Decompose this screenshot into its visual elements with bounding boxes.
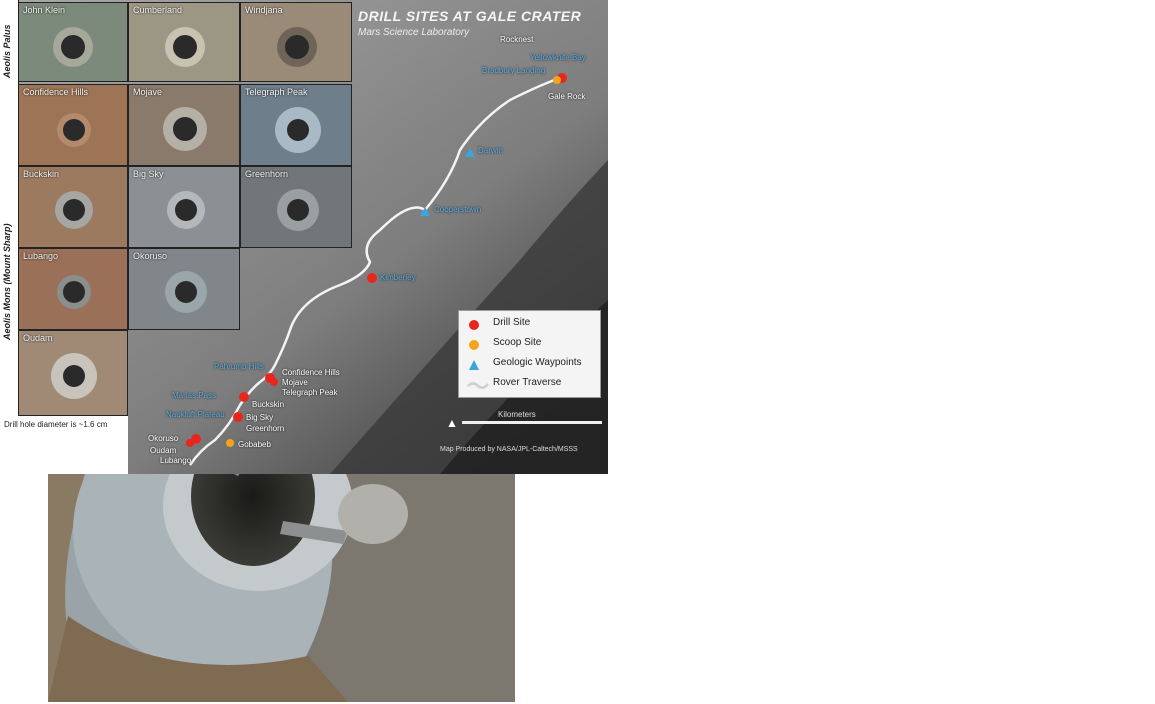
site-label: Okoruso (148, 434, 179, 443)
map-legend: Drill Site Scoop Site Geologic Waypoints… (458, 310, 601, 398)
red-dot-icon (469, 320, 479, 330)
thumbnail-label: Mojave (133, 87, 163, 97)
waypoint-label: Kimberley (380, 273, 416, 282)
gale-crater-map: John Klein Cumberland Windjana Confidenc… (0, 0, 608, 474)
site-label: Mojave (282, 378, 308, 387)
site-label: Big Sky (246, 413, 274, 422)
site-label: Buckskin (252, 400, 285, 409)
thumbnail-telegraph-peak: Telegraph Peak (240, 84, 352, 166)
legend-label: Geologic Waypoints (493, 357, 582, 368)
thumbnail-label: Cumberland (133, 5, 183, 15)
thumbnail-label: Lubango (23, 251, 59, 261)
thumbnail-confidence-hills: Confidence Hills (18, 84, 128, 166)
thumbnail-john-klein: John Klein (18, 2, 128, 82)
scale-label: Kilometers (498, 410, 536, 419)
site-label: Greenhorn (246, 424, 285, 433)
drill-site-mojave-icon (270, 378, 278, 386)
thumbnail-label: Oudam (23, 333, 53, 343)
blue-triangle-icon (469, 360, 479, 370)
thumbnail-label: Buckskin (23, 169, 60, 179)
waypoint-label: Pahrump Hills (214, 362, 264, 371)
thumbnail-label: Okoruso (133, 251, 168, 261)
legend-item-scoop-site: Scoop Site (467, 337, 597, 353)
legend-item-rover-traverse: Rover Traverse (467, 377, 597, 393)
thumbnail-mojave: Mojave (128, 84, 240, 166)
legend-label: Scoop Site (493, 337, 542, 348)
legend-label: Rover Traverse (493, 377, 562, 388)
legend-item-drill-site: Drill Site (467, 317, 597, 333)
scoop-site-gobabeb-icon (226, 439, 234, 447)
map-markers (186, 73, 567, 447)
thumbnail-cumberland: Cumberland (128, 2, 240, 82)
orange-dot-icon (469, 340, 479, 350)
thumbnail-greenhorn: Greenhorn (240, 166, 352, 248)
waypoint-cooperstown-icon (420, 207, 430, 216)
drill-note-box (0, 416, 128, 474)
drill-site-bigsky-icon (233, 412, 243, 422)
white-line-icon (467, 382, 489, 389)
waypoint-label: Bradbury Landing (482, 66, 546, 75)
waypoint-darwin-icon (465, 148, 475, 157)
drill-site-oudam-icon (186, 439, 194, 447)
map-title: DRILL SITES AT GALE CRATER (358, 8, 582, 24)
legend-label: Drill Site (493, 317, 531, 328)
north-arrow-icon: ▲ (446, 416, 458, 430)
thumbnail-label: John Klein (23, 5, 66, 15)
waypoint-label: Naukluft Plateau (166, 410, 225, 419)
scoop-site-rocknest-icon (553, 76, 561, 84)
waypoint-label: Darwin (478, 146, 503, 155)
thumbnail-windjana: Windjana (240, 2, 352, 82)
waypoint-label: Marias Pass (172, 391, 217, 400)
waypoint-label: Cooperstown (434, 205, 482, 214)
drill-site-kimberley-icon (367, 273, 377, 283)
thumbnail-oudam: Oudam (18, 330, 128, 416)
site-label: Oudam (150, 446, 177, 455)
site-label: Lubango (160, 456, 192, 465)
site-label: Telegraph Peak (282, 388, 338, 397)
legend-item-geologic-waypoints: Geologic Waypoints (467, 357, 597, 373)
map-subtitle: Mars Science Laboratory (358, 27, 470, 38)
thumbnail-buckskin: Buckskin (18, 166, 128, 248)
site-label: Rocknest (500, 35, 534, 44)
thumbnail-label: Greenhorn (245, 169, 289, 179)
rover-traverse-path (188, 76, 561, 466)
drill-note: Drill hole diameter is ~1.6 cm (4, 420, 108, 429)
thumbnail-label: Telegraph Peak (245, 87, 308, 97)
thumbnail-okoruso: Okoruso (128, 248, 240, 330)
drill-site-buckskin-icon (239, 392, 249, 402)
thumbnail-label: Windjana (245, 5, 283, 15)
map-credit: Map Produced by NASA/JPL-Caltech/MSSS (440, 446, 578, 453)
site-label: Gale Rock (548, 92, 586, 101)
scale-bar (462, 421, 602, 424)
thumbnail-big-sky: Big Sky (128, 166, 240, 248)
site-label: Gobabeb (238, 440, 271, 449)
thumbnail-label: Big Sky (133, 169, 164, 179)
vertical-label-strip (0, 0, 19, 420)
thumbnail-lubango: Lubango (18, 248, 128, 330)
waypoint-label: Yellowknife Bay (530, 53, 586, 62)
site-label: Confidence Hills (282, 368, 340, 377)
thumbnail-label: Confidence Hills (23, 87, 89, 97)
